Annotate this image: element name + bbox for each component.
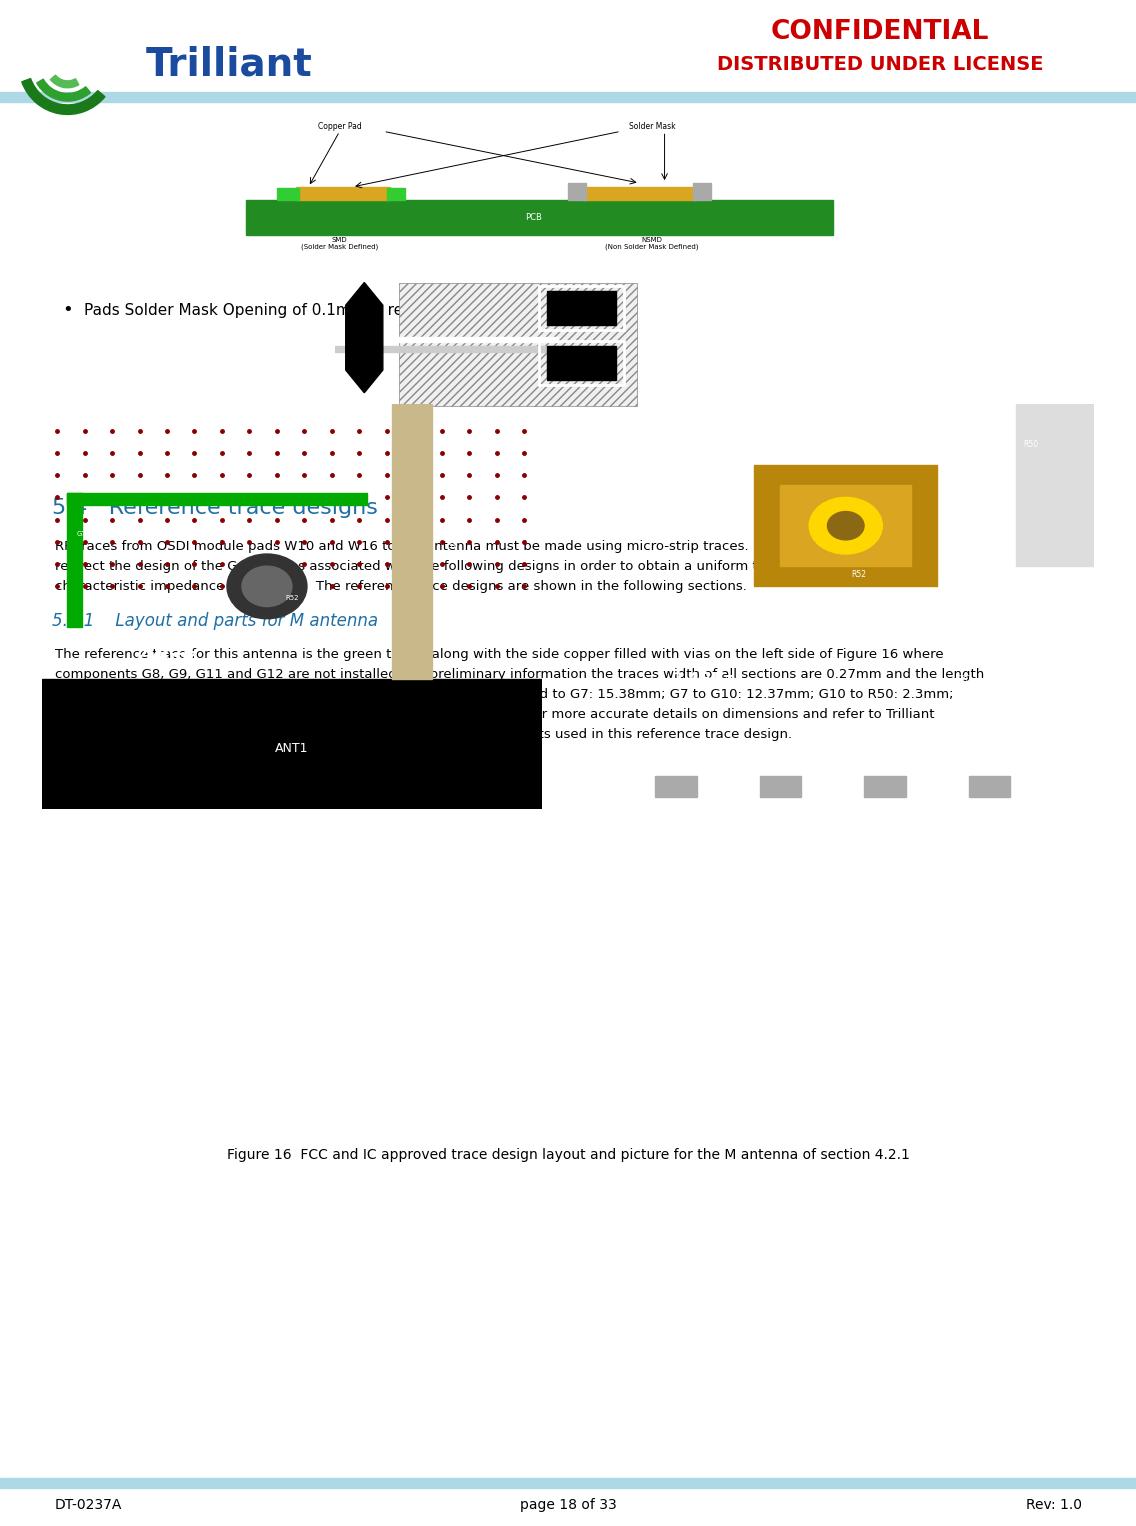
Bar — [969, 777, 1010, 797]
Text: 2.4GHz: 2.4GHz — [136, 647, 198, 662]
Text: Trilliant: Trilliant — [145, 46, 312, 84]
Bar — [864, 777, 905, 797]
Text: 5.4.1    Layout and parts for M antenna: 5.4.1 Layout and parts for M antenna — [52, 612, 378, 630]
Text: G7: G7 — [77, 531, 87, 537]
Text: R53: R53 — [903, 635, 919, 644]
Text: Networks Inc for more details on the Gerber files.  Table 2 shows the parts used: Networks Inc for more details on the Ger… — [55, 728, 792, 742]
Text: R50: R50 — [1024, 441, 1038, 449]
Text: G19: G19 — [955, 623, 971, 632]
Bar — [399, 282, 637, 406]
Text: C10: C10 — [955, 441, 971, 449]
Text: J53: J53 — [582, 623, 593, 632]
Text: G5: G5 — [98, 462, 107, 468]
Circle shape — [242, 566, 292, 607]
Bar — [568, 183, 586, 200]
Text: J51: J51 — [446, 543, 458, 549]
Bar — [1016, 404, 1094, 566]
Bar — [693, 183, 711, 200]
Bar — [548, 346, 616, 380]
Text: Figure 16  FCC and IC approved trace design layout and picture for the M antenna: Figure 16 FCC and IC approved trace desi… — [226, 1148, 910, 1161]
Text: CONFIDENTIAL: CONFIDENTIAL — [771, 18, 989, 44]
Wedge shape — [36, 79, 91, 101]
Text: J53: J53 — [61, 636, 73, 642]
Text: Copper Pad: Copper Pad — [318, 122, 361, 131]
Polygon shape — [345, 282, 383, 392]
Bar — [754, 465, 937, 586]
Bar — [548, 290, 616, 325]
Text: SMD
(Solder Mask Defined): SMD (Solder Mask Defined) — [301, 237, 378, 250]
Text: ANT1: ANT1 — [275, 742, 309, 755]
Bar — [247, 200, 834, 235]
Bar — [392, 404, 432, 679]
Bar — [335, 337, 558, 342]
Text: NSMD
(Non Solder Mask Defined): NSMD (Non Solder Mask Defined) — [605, 237, 699, 250]
Bar — [42, 679, 542, 809]
Bar — [540, 285, 624, 330]
Text: G20: G20 — [955, 674, 971, 684]
Wedge shape — [50, 75, 78, 87]
Text: PCB: PCB — [525, 214, 542, 223]
Text: DT-0237A: DT-0237A — [55, 1499, 123, 1512]
Text: characteristic impedance of 50 ohms.  The reference trace designs are shown in t: characteristic impedance of 50 ohms. The… — [55, 580, 746, 594]
Bar — [0, 92, 1136, 102]
Text: respect the design of the Gerber files associated with the following designs in : respect the design of the Gerber files a… — [55, 560, 911, 572]
Text: Solder Mask: Solder Mask — [628, 122, 676, 131]
Text: 2.4GHz: 2.4GHz — [671, 671, 733, 687]
Text: Pads Solder Mask Opening of 0.1mm is recommended.: Pads Solder Mask Opening of 0.1mm is rec… — [84, 302, 503, 317]
Circle shape — [809, 497, 883, 554]
Bar — [655, 777, 696, 797]
Circle shape — [827, 511, 864, 540]
Bar — [584, 188, 695, 200]
Wedge shape — [22, 78, 105, 114]
Text: 5.4   Reference trace designs: 5.4 Reference trace designs — [52, 497, 378, 517]
Text: DISTRIBUTED UNDER LICENSE: DISTRIBUTED UNDER LICENSE — [717, 55, 1043, 75]
Text: G8: G8 — [696, 441, 708, 449]
Bar — [277, 188, 299, 200]
Text: G7: G7 — [608, 501, 619, 510]
Bar — [67, 493, 82, 627]
Circle shape — [227, 554, 307, 618]
Text: ANT1: ANT1 — [1005, 743, 1026, 752]
Bar — [540, 340, 624, 385]
Text: components G8, G9, G11 and G12 are not installed.  As preliminary information th: components G8, G9, G11 and G12 are not i… — [55, 668, 984, 681]
Bar — [295, 188, 390, 200]
Text: Rev: 1.0: Rev: 1.0 — [1026, 1499, 1081, 1512]
Text: R52: R52 — [285, 595, 299, 601]
Text: G5: G5 — [628, 432, 640, 441]
Text: The reference trace for this antenna is the green traces along with the side cop: The reference trace for this antenna is … — [55, 649, 944, 661]
Bar — [780, 485, 911, 566]
Text: R50: R50 — [310, 482, 324, 488]
Bar — [386, 188, 406, 200]
Bar — [760, 777, 801, 797]
Bar — [335, 346, 558, 353]
Text: •: • — [62, 301, 74, 319]
Text: page 18 of 33: page 18 of 33 — [519, 1499, 617, 1512]
Bar — [0, 0, 1136, 95]
Bar — [67, 493, 367, 505]
Text: R50 to M antenna: 4.85mm.  However, refer to associated Gerber files for more ac: R50 to M antenna: 4.85mm. However, refer… — [55, 708, 935, 720]
Text: RF traces from OSDI module pads W10 and W16 to the antenna must be made using mi: RF traces from OSDI module pads W10 and … — [55, 540, 937, 552]
Text: of each section, starting from the LGA pad to the M antenna are: LGA pad to G7: : of each section, starting from the LGA p… — [55, 688, 953, 700]
Text: R52: R52 — [851, 569, 867, 578]
Bar — [0, 1479, 1136, 1488]
